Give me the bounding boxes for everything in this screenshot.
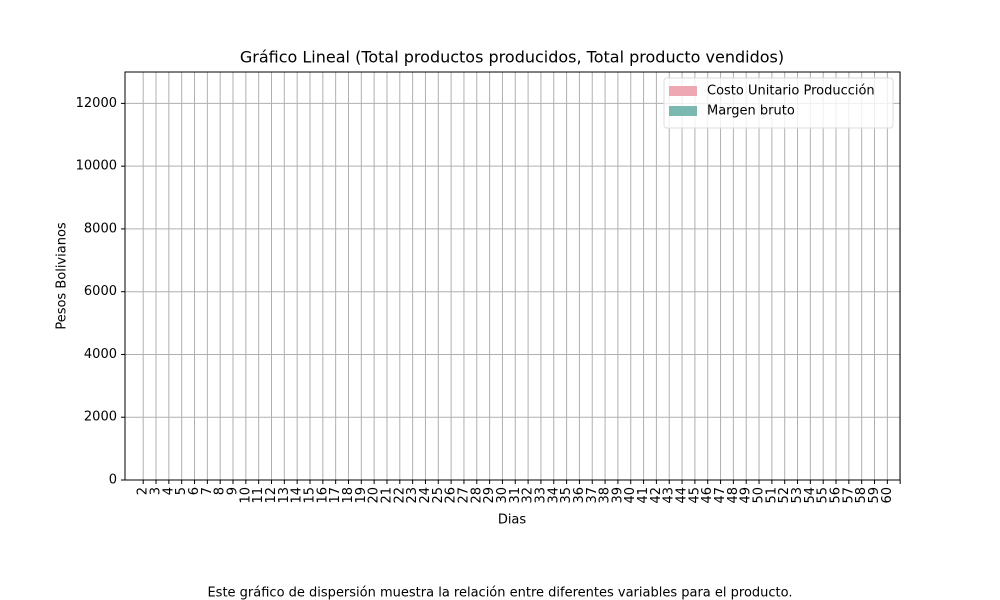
x-tick-label: 23	[405, 487, 420, 504]
x-tick-label: 44	[675, 487, 690, 504]
x-tick-label: 38	[598, 487, 613, 504]
x-tick-label: 54	[803, 487, 818, 504]
y-tick-label: 8000	[84, 221, 117, 236]
x-tick-label: 49	[739, 487, 754, 504]
x-tick-label: 32	[521, 487, 536, 504]
x-tick-label: 40	[623, 487, 638, 504]
x-tick-label: 14	[290, 487, 305, 504]
x-tick-label: 42	[649, 487, 664, 504]
x-tick-label: 28	[469, 487, 484, 504]
x-tick-label: 33	[533, 487, 548, 504]
x-tick-label: 27	[456, 487, 471, 504]
x-tick-label: 8	[213, 487, 228, 495]
x-tick-label: 20	[367, 487, 382, 504]
x-tick-label: 56	[829, 487, 844, 504]
x-tick-label: 9	[226, 487, 241, 495]
x-tick-label: 57	[841, 487, 856, 504]
x-tick-label: 22	[392, 487, 407, 504]
x-tick-label: 39	[610, 487, 625, 504]
x-tick-label: 43	[662, 487, 677, 504]
caption: Este gráfico de dispersión muestra la re…	[207, 586, 792, 600]
x-axis-label: Dias	[498, 513, 527, 528]
x-tick-label: 17	[328, 487, 343, 504]
y-tick-label: 2000	[84, 410, 117, 425]
x-tick-label: 29	[482, 487, 497, 504]
x-tick-label: 53	[790, 487, 805, 504]
x-tick-label: 13	[277, 487, 292, 504]
x-tick-label: 41	[636, 487, 651, 504]
x-tick-label: 2	[136, 487, 151, 495]
x-tick-label: 52	[777, 487, 792, 504]
x-tick-label: 45	[687, 487, 702, 504]
x-tick-label: 48	[726, 487, 741, 504]
chart-title: Gráfico Lineal (Total productos producid…	[240, 48, 784, 67]
x-tick-label: 30	[495, 487, 510, 504]
x-tick-label: 4	[161, 487, 176, 495]
x-tick-label: 55	[816, 487, 831, 504]
x-tick-label: 60	[880, 487, 895, 504]
legend-label: Costo Unitario Producción	[707, 84, 875, 99]
x-tick-label: 35	[559, 487, 574, 504]
x-tick-label: 7	[200, 487, 215, 495]
x-tick-label: 11	[251, 487, 266, 504]
x-tick-label: 19	[354, 487, 369, 504]
y-axis-label: Pesos Bolivianos	[55, 222, 70, 330]
legend-box	[663, 77, 894, 129]
x-tick-label: 59	[867, 487, 882, 504]
y-tick-label: 0	[109, 473, 117, 488]
x-tick-label: 21	[379, 487, 394, 504]
x-tick-label: 37	[585, 487, 600, 504]
x-tick-label: 18	[341, 487, 356, 504]
x-tick-label: 58	[854, 487, 869, 504]
x-tick-label: 31	[508, 487, 523, 504]
legend-swatch	[669, 106, 697, 116]
x-tick-label: 10	[238, 487, 253, 504]
x-tick-label: 51	[764, 487, 779, 504]
x-tick-label: 3	[149, 487, 164, 495]
x-tick-label: 5	[174, 487, 189, 495]
x-tick-label: 36	[572, 487, 587, 504]
plot-frame	[124, 71, 901, 481]
x-tick-label: 25	[431, 487, 446, 504]
x-tick-label: 46	[700, 487, 715, 504]
x-tick-label: 50	[752, 487, 767, 504]
x-tick-label: 15	[302, 487, 317, 504]
legend-label: Margen bruto	[707, 104, 795, 119]
x-tick-label: 47	[713, 487, 728, 504]
x-tick-label: 26	[444, 487, 459, 504]
x-tick-label: 6	[187, 487, 202, 495]
legend-swatch	[669, 86, 697, 96]
x-tick-label: 16	[315, 487, 330, 504]
y-tick-label: 12000	[76, 96, 117, 111]
x-tick-label: 12	[264, 487, 279, 504]
y-tick-label: 10000	[76, 159, 117, 174]
y-tick-label: 6000	[84, 284, 117, 299]
x-tick-label: 24	[418, 487, 433, 504]
x-tick-label: 34	[546, 487, 561, 504]
y-tick-label: 4000	[84, 347, 117, 362]
